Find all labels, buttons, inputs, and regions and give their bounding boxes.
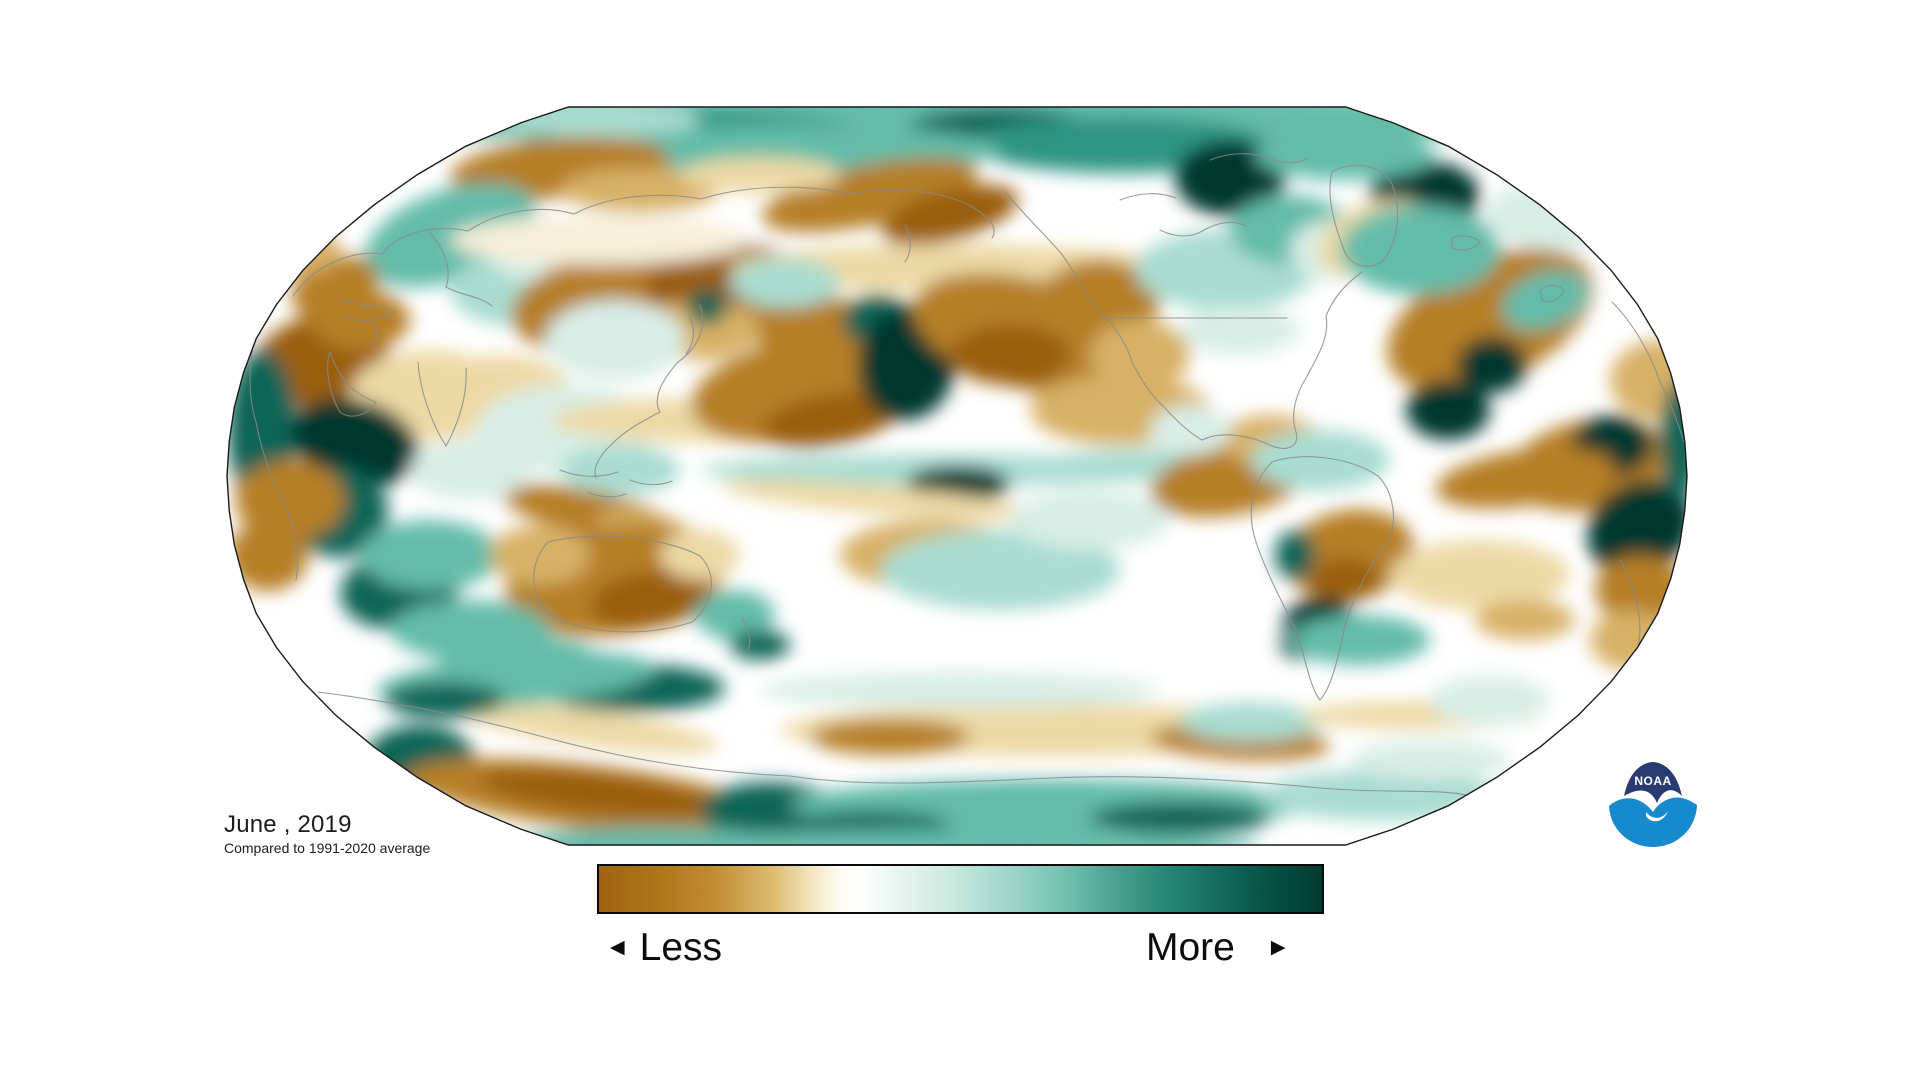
coast-australia <box>533 535 712 633</box>
legend-more: More ▶ <box>1146 926 1285 970</box>
colorbar-gradient <box>597 864 1324 914</box>
coast-uk <box>1539 284 1565 303</box>
coast-kamchatka <box>904 224 911 263</box>
coast-africa-west-edge <box>249 321 299 581</box>
title-block: June , 2019 Compared to 1991-2020 averag… <box>224 811 431 857</box>
noaa-logo-wave <box>1609 797 1697 847</box>
coast-canada-arctic <box>1119 153 1309 237</box>
coast-antarctica <box>317 691 1471 797</box>
coast-arabia <box>327 351 377 417</box>
coast-iceland <box>1451 235 1481 251</box>
more-label: More <box>1146 926 1235 969</box>
noaa-emblem: NOAA <box>1609 759 1697 847</box>
noaa-logo-text: NOAA <box>1634 774 1671 788</box>
coast-japan <box>685 317 695 355</box>
map-title: June , 2019 <box>224 811 352 838</box>
coast-north-america-east <box>1201 271 1363 449</box>
legend-less: ◀ Less <box>610 926 722 970</box>
coast-europe <box>339 232 493 322</box>
coastlines <box>249 153 1685 797</box>
robinson-projection-outline <box>226 106 1688 846</box>
noaa-logo-bird-tail <box>1646 811 1668 822</box>
coast-east-asia <box>594 304 704 479</box>
coast-caspian <box>371 315 378 347</box>
coast-north-america-west <box>1004 191 1203 441</box>
coast-new-zealand <box>741 617 751 651</box>
map-interior <box>227 107 1687 845</box>
map-subtitle: Compared to 1991-2020 average <box>224 840 431 856</box>
anomaly-field-blobs <box>228 107 1687 845</box>
coast-indonesia <box>559 469 673 498</box>
more-arrow-icon: ▶ <box>1270 937 1286 958</box>
coast-india <box>417 361 467 448</box>
coast-south-america <box>1250 456 1394 701</box>
coast-eurasia-arctic <box>292 186 995 297</box>
noaa-logo-crest <box>1624 762 1682 803</box>
less-label: Less <box>639 926 723 969</box>
less-arrow-icon: ◀ <box>610 937 625 958</box>
coast-greenland <box>1329 164 1399 267</box>
noaa-logo: NOAA <box>1606 754 1700 848</box>
